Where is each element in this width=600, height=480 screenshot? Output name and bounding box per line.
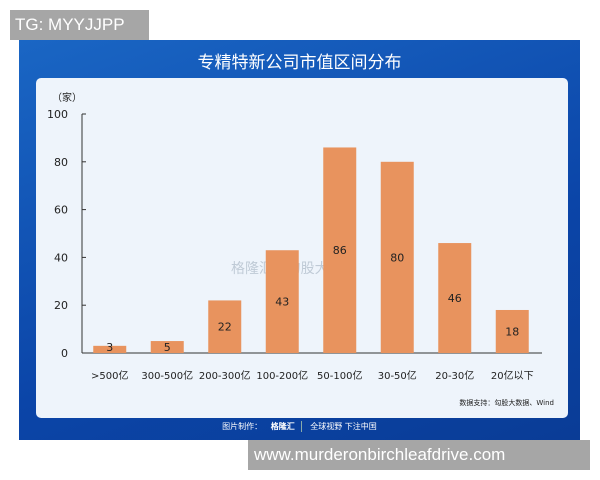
x-tick-label: >500亿	[91, 369, 128, 382]
data-label: 5	[164, 341, 171, 354]
bar	[265, 250, 299, 353]
y-tick-label: 100	[47, 108, 68, 121]
bar	[380, 161, 414, 353]
data-label: 46	[448, 292, 462, 305]
footer-label: 图片制作：	[222, 422, 263, 431]
bar	[495, 309, 529, 353]
data-label: 43	[275, 296, 289, 309]
source-note: 数据支持：勾股大数据、Wind	[459, 399, 554, 407]
data-label: 3	[106, 341, 113, 354]
data-label: 86	[333, 244, 347, 257]
y-axis-label: （家）	[52, 91, 82, 104]
overlay-label-top: TG: MYYJJPP	[10, 10, 149, 40]
bar	[208, 300, 242, 353]
bar	[323, 147, 357, 353]
brand-logo: 格隆汇	[271, 421, 302, 432]
x-tick-label: 100-200亿	[256, 369, 308, 382]
x-tick-label: 30-50亿	[378, 369, 417, 382]
chart-title: 专精特新公司市值区间分布	[197, 53, 402, 73]
y-tick-label: 40	[54, 251, 68, 264]
x-tick-label: 200-300亿	[199, 369, 251, 382]
bar	[438, 243, 472, 353]
footer-slogan: 全球视野 下注中国	[310, 422, 377, 431]
x-tick-label: 50-100亿	[317, 369, 362, 382]
x-tick-label: 20亿以下	[491, 369, 534, 382]
x-tick-label: 300-500亿	[141, 369, 193, 382]
data-label: 22	[218, 321, 232, 334]
footer: 图片制作： 格隆汇 全球视野 下注中国	[19, 421, 580, 432]
y-tick-label: 80	[54, 156, 68, 169]
y-tick-label: 20	[54, 299, 68, 312]
y-tick-label: 60	[54, 204, 68, 217]
data-label: 18	[505, 325, 519, 338]
bar	[93, 345, 127, 353]
overlay-label-bottom: www.murderonbirchleafdrive.com	[248, 440, 590, 470]
bar	[150, 341, 184, 353]
y-tick-label: 0	[61, 347, 68, 360]
x-tick-label: 20-30亿	[435, 369, 474, 382]
data-label: 80	[390, 251, 404, 264]
